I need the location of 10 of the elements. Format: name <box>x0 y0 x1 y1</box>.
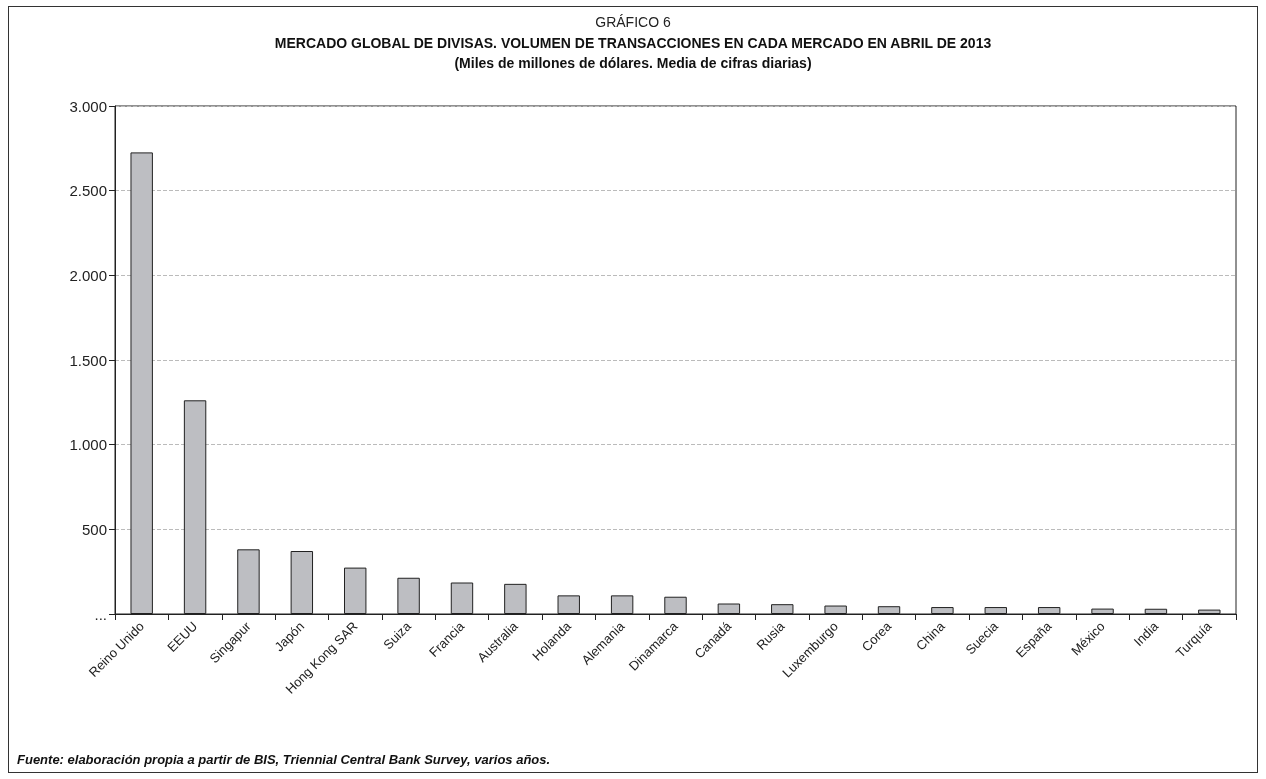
y-tick-label: 1.000 <box>69 436 107 454</box>
y-tick-label: 3.000 <box>69 97 107 115</box>
y-tick-label: 2.500 <box>69 182 107 200</box>
chart-title: GRÁFICO 6 <box>595 14 671 30</box>
y-tick-label: 1.500 <box>69 351 107 369</box>
chart-subtitle: MERCADO GLOBAL DE DIVISAS. VOLUMEN DE TRANSACCIONES EN CADA MERCADO EN ABRIL DE 2013 (Miles de millones de dólares. Media de cifras diarias) <box>274 35 992 71</box>
y-tick-label: 500 <box>81 520 107 538</box>
source-note: Fuente: elaboración propia a partir de BIS, Triennial Central Bank Survey, varios años. <box>17 752 551 767</box>
y-tick-label: 2.000 <box>69 266 107 284</box>
y-tick-label: ... <box>94 605 107 623</box>
